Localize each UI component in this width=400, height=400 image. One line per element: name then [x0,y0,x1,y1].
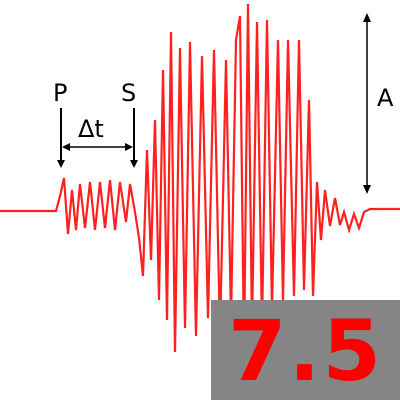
amplitude-label: A [377,84,394,112]
seismogram-trace [0,3,400,353]
magnitude-badge: 7.5 [211,300,400,400]
delta-t-label: Δt [78,115,104,143]
magnitude-value: 7.5 [228,302,383,400]
s-wave-label: S [121,79,136,107]
p-wave-label: P [53,79,67,107]
